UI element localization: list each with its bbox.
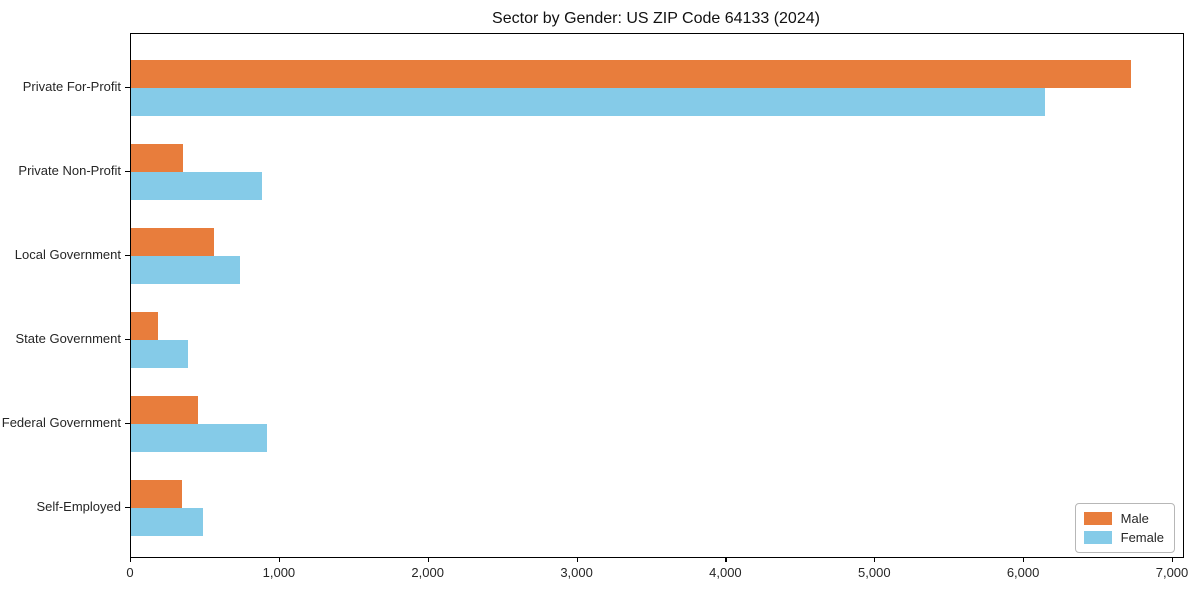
y-axis-label-3: State Government: [15, 331, 122, 346]
x-tick-4: [725, 557, 727, 562]
legend-entry-male: Male: [1083, 509, 1164, 528]
bar-male-4: [131, 396, 198, 424]
y-tick-4: [125, 423, 130, 425]
x-tick-6: [1023, 557, 1025, 562]
chart-title: Sector by Gender: US ZIP Code 64133 (202…: [492, 10, 820, 27]
bar-female-2: [131, 256, 240, 284]
bar-male-3: [131, 312, 158, 340]
legend: Male Female: [1074, 503, 1175, 553]
bar-female-1: [131, 172, 262, 200]
legend-swatch-male: [1083, 512, 1112, 525]
x-tick-7: [1172, 557, 1174, 562]
bar-male-0: [131, 60, 1132, 88]
x-tick-0: [130, 557, 132, 562]
x-axis-label-7: 7,000: [1155, 565, 1189, 580]
y-axis-label-4: Federal Government: [1, 415, 121, 430]
x-axis-label-4: 4,000: [709, 565, 742, 580]
bar-female-3: [131, 340, 188, 368]
x-tick-3: [576, 557, 578, 562]
legend-entry-female: Female: [1083, 528, 1164, 547]
x-tick-2: [427, 557, 429, 562]
y-axis-label-5: Self-Employed: [36, 499, 121, 514]
x-axis-label-3: 3,000: [560, 565, 593, 580]
y-tick-0: [125, 87, 130, 89]
plot-area: Male Female: [130, 33, 1184, 558]
x-tick-5: [874, 557, 876, 562]
bar-female-4: [131, 424, 268, 452]
y-axis-label-2: Local Government: [14, 247, 121, 262]
y-axis-label-0: Private For-Profit: [22, 79, 121, 94]
x-tick-1: [278, 557, 281, 562]
x-axis-label-6: 6,000: [1006, 565, 1040, 580]
legend-label-male: Male: [1120, 511, 1149, 526]
x-axis-label-1: 1,000: [262, 565, 296, 580]
y-tick-5: [125, 507, 130, 509]
y-axis-label-1: Private Non-Profit: [18, 163, 121, 178]
x-axis-label-0: 0: [126, 565, 134, 580]
x-axis-label-5: 5,000: [858, 565, 891, 580]
bar-male-5: [131, 480, 182, 508]
x-axis-label-2: 2,000: [411, 565, 444, 580]
bar-male-1: [131, 144, 184, 172]
bar-female-5: [131, 508, 204, 536]
bar-male-2: [131, 228, 215, 256]
legend-swatch-female: [1083, 531, 1112, 544]
y-tick-3: [125, 339, 130, 341]
y-tick-2: [125, 255, 130, 257]
y-tick-1: [125, 171, 130, 173]
bar-female-0: [131, 88, 1045, 116]
legend-label-female: Female: [1120, 530, 1164, 545]
